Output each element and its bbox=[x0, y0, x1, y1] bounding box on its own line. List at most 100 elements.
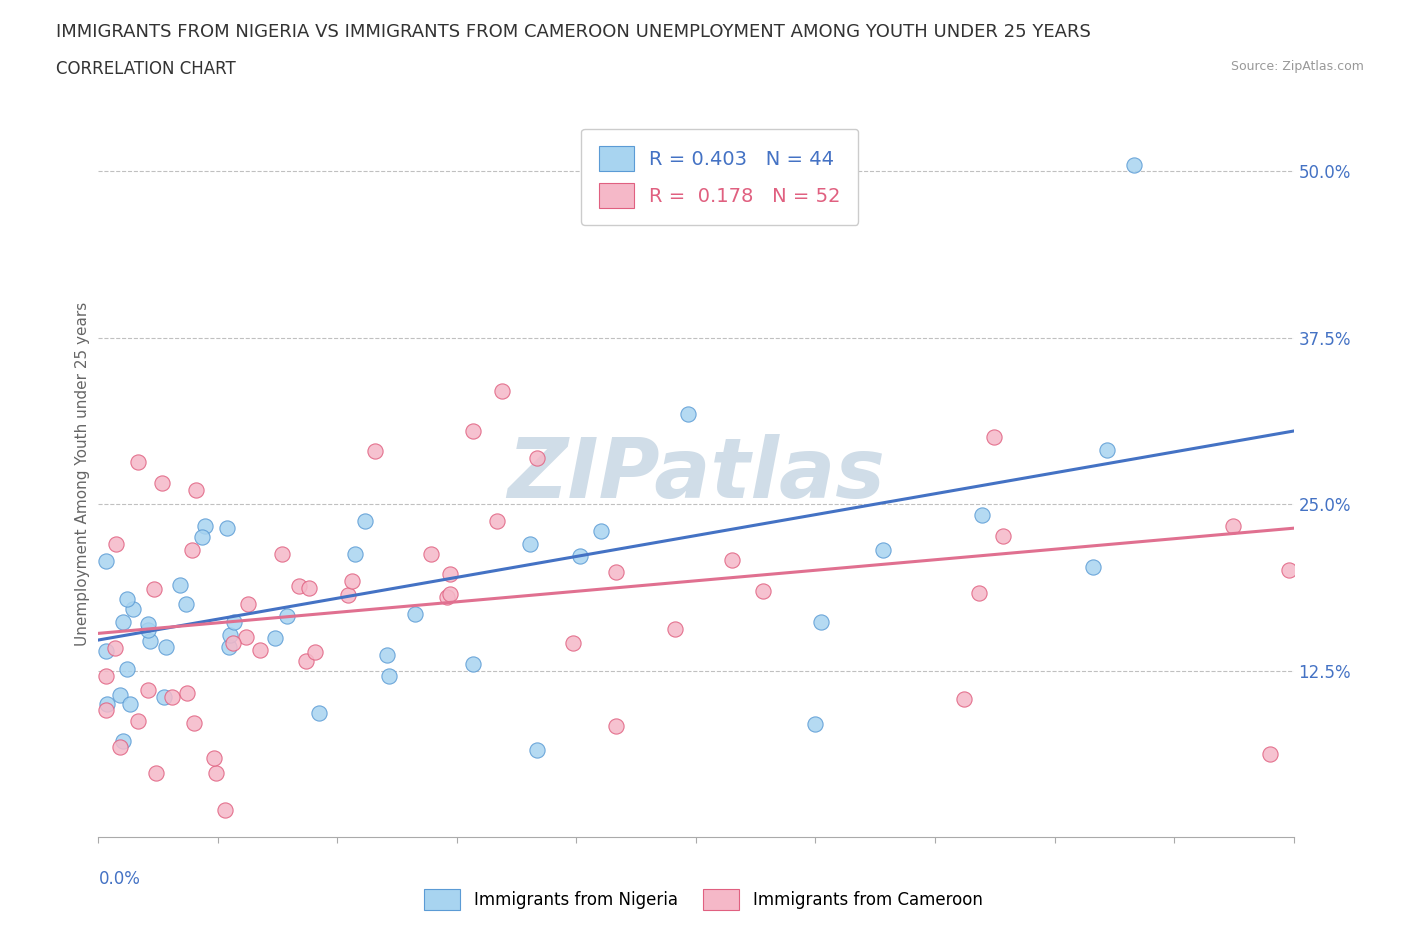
Point bbox=[180, 542, 202, 557]
Point bbox=[145, 765, 167, 780]
Point bbox=[461, 423, 484, 438]
Point bbox=[264, 630, 287, 644]
Point bbox=[993, 528, 1015, 543]
Point bbox=[569, 549, 592, 564]
Point bbox=[294, 653, 316, 668]
Text: 0.0%: 0.0% bbox=[98, 870, 141, 887]
Point bbox=[561, 636, 583, 651]
Point bbox=[953, 692, 976, 707]
Point bbox=[804, 716, 827, 731]
Point bbox=[235, 630, 257, 644]
Point bbox=[436, 590, 458, 604]
Point bbox=[439, 587, 461, 602]
Point bbox=[111, 734, 134, 749]
Point bbox=[340, 574, 363, 589]
Point bbox=[288, 579, 311, 594]
Point bbox=[485, 513, 508, 528]
Point bbox=[136, 617, 159, 631]
Point bbox=[219, 628, 242, 643]
Point bbox=[150, 475, 173, 490]
Point bbox=[589, 524, 612, 538]
Point bbox=[378, 669, 401, 684]
Point bbox=[104, 641, 127, 656]
Point bbox=[214, 803, 236, 817]
Point bbox=[111, 614, 134, 629]
Point bbox=[221, 635, 243, 650]
Point bbox=[183, 715, 205, 730]
Point bbox=[605, 718, 627, 733]
Point bbox=[519, 537, 541, 551]
Point bbox=[970, 508, 993, 523]
Point bbox=[120, 697, 142, 711]
Point bbox=[96, 702, 118, 717]
Legend: Immigrants from Nigeria, Immigrants from Cameroon: Immigrants from Nigeria, Immigrants from… bbox=[418, 883, 988, 917]
Point bbox=[491, 384, 513, 399]
Point bbox=[605, 565, 627, 579]
Text: ZIPatlas: ZIPatlas bbox=[508, 433, 884, 515]
Point bbox=[308, 705, 330, 720]
Point bbox=[343, 547, 366, 562]
Point bbox=[364, 444, 387, 458]
Point bbox=[752, 584, 775, 599]
Point bbox=[153, 689, 176, 704]
Point bbox=[664, 621, 686, 636]
Point bbox=[375, 647, 398, 662]
Point bbox=[136, 683, 159, 698]
Point bbox=[194, 518, 217, 533]
Point bbox=[983, 430, 1005, 445]
Point bbox=[117, 591, 139, 606]
Point bbox=[249, 643, 271, 658]
Point bbox=[1095, 443, 1118, 458]
Point bbox=[1083, 560, 1105, 575]
Point bbox=[463, 657, 485, 671]
Point bbox=[96, 669, 118, 684]
Text: Source: ZipAtlas.com: Source: ZipAtlas.com bbox=[1230, 60, 1364, 73]
Point bbox=[108, 739, 131, 754]
Point bbox=[105, 537, 128, 551]
Point bbox=[108, 687, 131, 702]
Legend: R = 0.403   N = 44, R =  0.178   N = 52: R = 0.403 N = 44, R = 0.178 N = 52 bbox=[581, 128, 859, 225]
Point bbox=[404, 606, 426, 621]
Point bbox=[169, 578, 191, 592]
Point bbox=[721, 552, 744, 567]
Point bbox=[96, 644, 118, 658]
Point bbox=[439, 566, 461, 581]
Point bbox=[810, 615, 832, 630]
Point bbox=[526, 450, 548, 465]
Text: CORRELATION CHART: CORRELATION CHART bbox=[56, 60, 236, 78]
Point bbox=[1258, 747, 1281, 762]
Point bbox=[202, 751, 225, 765]
Point bbox=[676, 406, 699, 421]
Point bbox=[204, 766, 226, 781]
Point bbox=[96, 697, 118, 711]
Point bbox=[176, 685, 198, 700]
Point bbox=[217, 521, 239, 536]
Point bbox=[136, 623, 159, 638]
Point bbox=[353, 513, 375, 528]
Point bbox=[419, 547, 441, 562]
Point bbox=[872, 543, 894, 558]
Y-axis label: Unemployment Among Youth under 25 years: Unemployment Among Youth under 25 years bbox=[75, 302, 90, 646]
Point bbox=[155, 640, 177, 655]
Point bbox=[526, 743, 548, 758]
Point bbox=[143, 582, 166, 597]
Point bbox=[115, 661, 138, 676]
Point bbox=[96, 554, 118, 569]
Point bbox=[127, 713, 149, 728]
Text: IMMIGRANTS FROM NIGERIA VS IMMIGRANTS FROM CAMEROON UNEMPLOYMENT AMONG YOUTH UND: IMMIGRANTS FROM NIGERIA VS IMMIGRANTS FR… bbox=[56, 23, 1091, 41]
Point bbox=[1123, 157, 1146, 172]
Point bbox=[236, 596, 259, 611]
Point bbox=[967, 585, 990, 600]
Point bbox=[127, 455, 149, 470]
Point bbox=[139, 633, 162, 648]
Point bbox=[174, 596, 197, 611]
Point bbox=[218, 640, 240, 655]
Point bbox=[186, 483, 208, 498]
Point bbox=[337, 587, 360, 602]
Point bbox=[276, 609, 298, 624]
Point bbox=[298, 580, 321, 595]
Point bbox=[162, 689, 184, 704]
Point bbox=[1278, 563, 1301, 578]
Point bbox=[271, 546, 294, 561]
Point bbox=[304, 644, 326, 659]
